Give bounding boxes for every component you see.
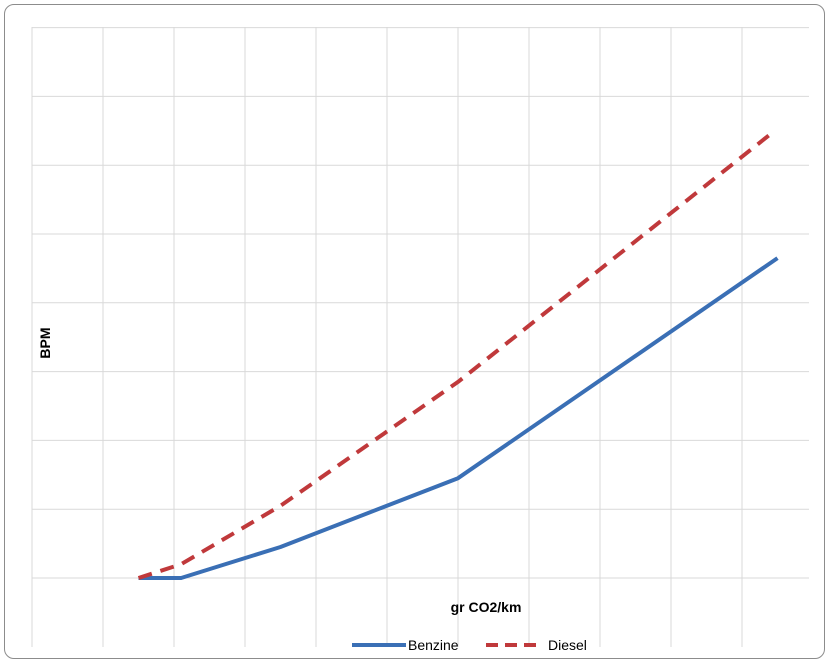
gridlines [31,27,809,647]
x-axis-label: gr CO2/km [451,599,522,615]
legend-label-diesel: Diesel [548,637,587,653]
series-lines [137,132,779,580]
series-line-benzine [138,256,779,580]
legend: Benzine Diesel [352,637,587,653]
chart-frame [4,4,825,659]
legend-label-benzine: Benzine [408,637,459,653]
y-axis-label: BPM [37,327,53,358]
series-line-diesel [137,132,772,580]
